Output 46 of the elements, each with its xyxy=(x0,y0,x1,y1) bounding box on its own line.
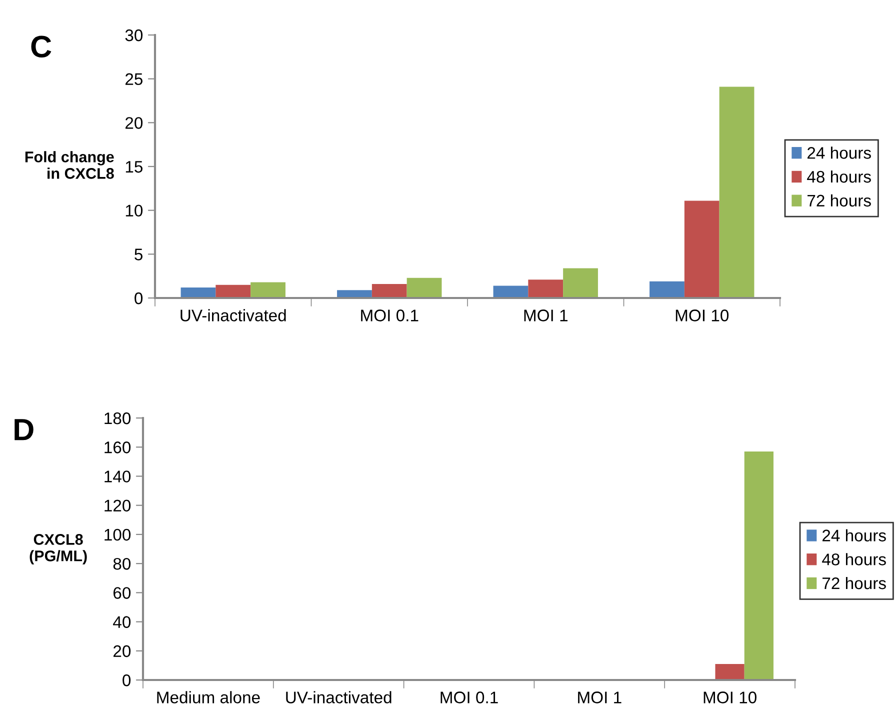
bar xyxy=(650,281,684,298)
x-tick-label: MOI 0.1 xyxy=(361,310,418,322)
y-axis-title: CXCL8 (PG/ML) xyxy=(30,534,87,564)
bar xyxy=(406,278,442,298)
chart-title: D xyxy=(14,419,34,440)
y-tick-label: 180 xyxy=(104,412,131,424)
y-tick-label: 15 xyxy=(126,161,142,173)
bar xyxy=(563,268,598,298)
y-tick-label: 25 xyxy=(125,73,142,86)
x-tick-label: MOI 0.1 xyxy=(440,692,498,704)
y-tick-label: 80 xyxy=(113,558,131,570)
x-tick-label: MOI 1 xyxy=(578,692,622,704)
y-tick-label: 20 xyxy=(125,117,143,129)
y-tick-label: 5 xyxy=(134,248,142,260)
chart-title: C xyxy=(31,36,52,58)
bar xyxy=(216,284,251,298)
legend-label: 72 hours xyxy=(808,194,871,207)
x-tick-label: UV-inactivated xyxy=(180,309,286,322)
y-tick-label: 160 xyxy=(104,442,131,454)
y-tick-label: 140 xyxy=(104,470,131,482)
bar xyxy=(684,200,720,298)
bar xyxy=(719,86,754,298)
x-tick-label: UV-inactivated xyxy=(286,691,392,704)
legend-label: 24 hours xyxy=(808,146,871,159)
y-tick-label: 0 xyxy=(134,292,143,304)
x-tick-label: MOI 10 xyxy=(676,310,729,322)
x-tick-label: MOI 10 xyxy=(704,692,756,704)
y-tick-label: 30 xyxy=(125,29,143,42)
legend-label: 48 hours xyxy=(807,170,871,183)
y-tick-label: 20 xyxy=(113,645,131,658)
legend-label: 72 hours xyxy=(822,576,886,590)
y-tick-label: 120 xyxy=(104,500,131,512)
y-tick-label: 10 xyxy=(126,204,143,217)
bar xyxy=(250,282,286,298)
y-axis-title: Fold change in CXCL8 xyxy=(25,151,114,179)
bar xyxy=(528,280,564,298)
y-tick-label: 60 xyxy=(114,587,131,599)
y-tick-label: 0 xyxy=(122,674,131,686)
bar xyxy=(493,286,528,298)
x-tick-label: Medium alone xyxy=(157,691,260,704)
y-tick-label: 100 xyxy=(104,528,131,541)
bar xyxy=(372,284,407,298)
legend-label: 48 hours xyxy=(822,553,886,566)
x-tick-label: MOI 1 xyxy=(524,310,568,322)
y-tick-label: 40 xyxy=(113,616,131,628)
legend-label: 24 hours xyxy=(822,529,886,542)
